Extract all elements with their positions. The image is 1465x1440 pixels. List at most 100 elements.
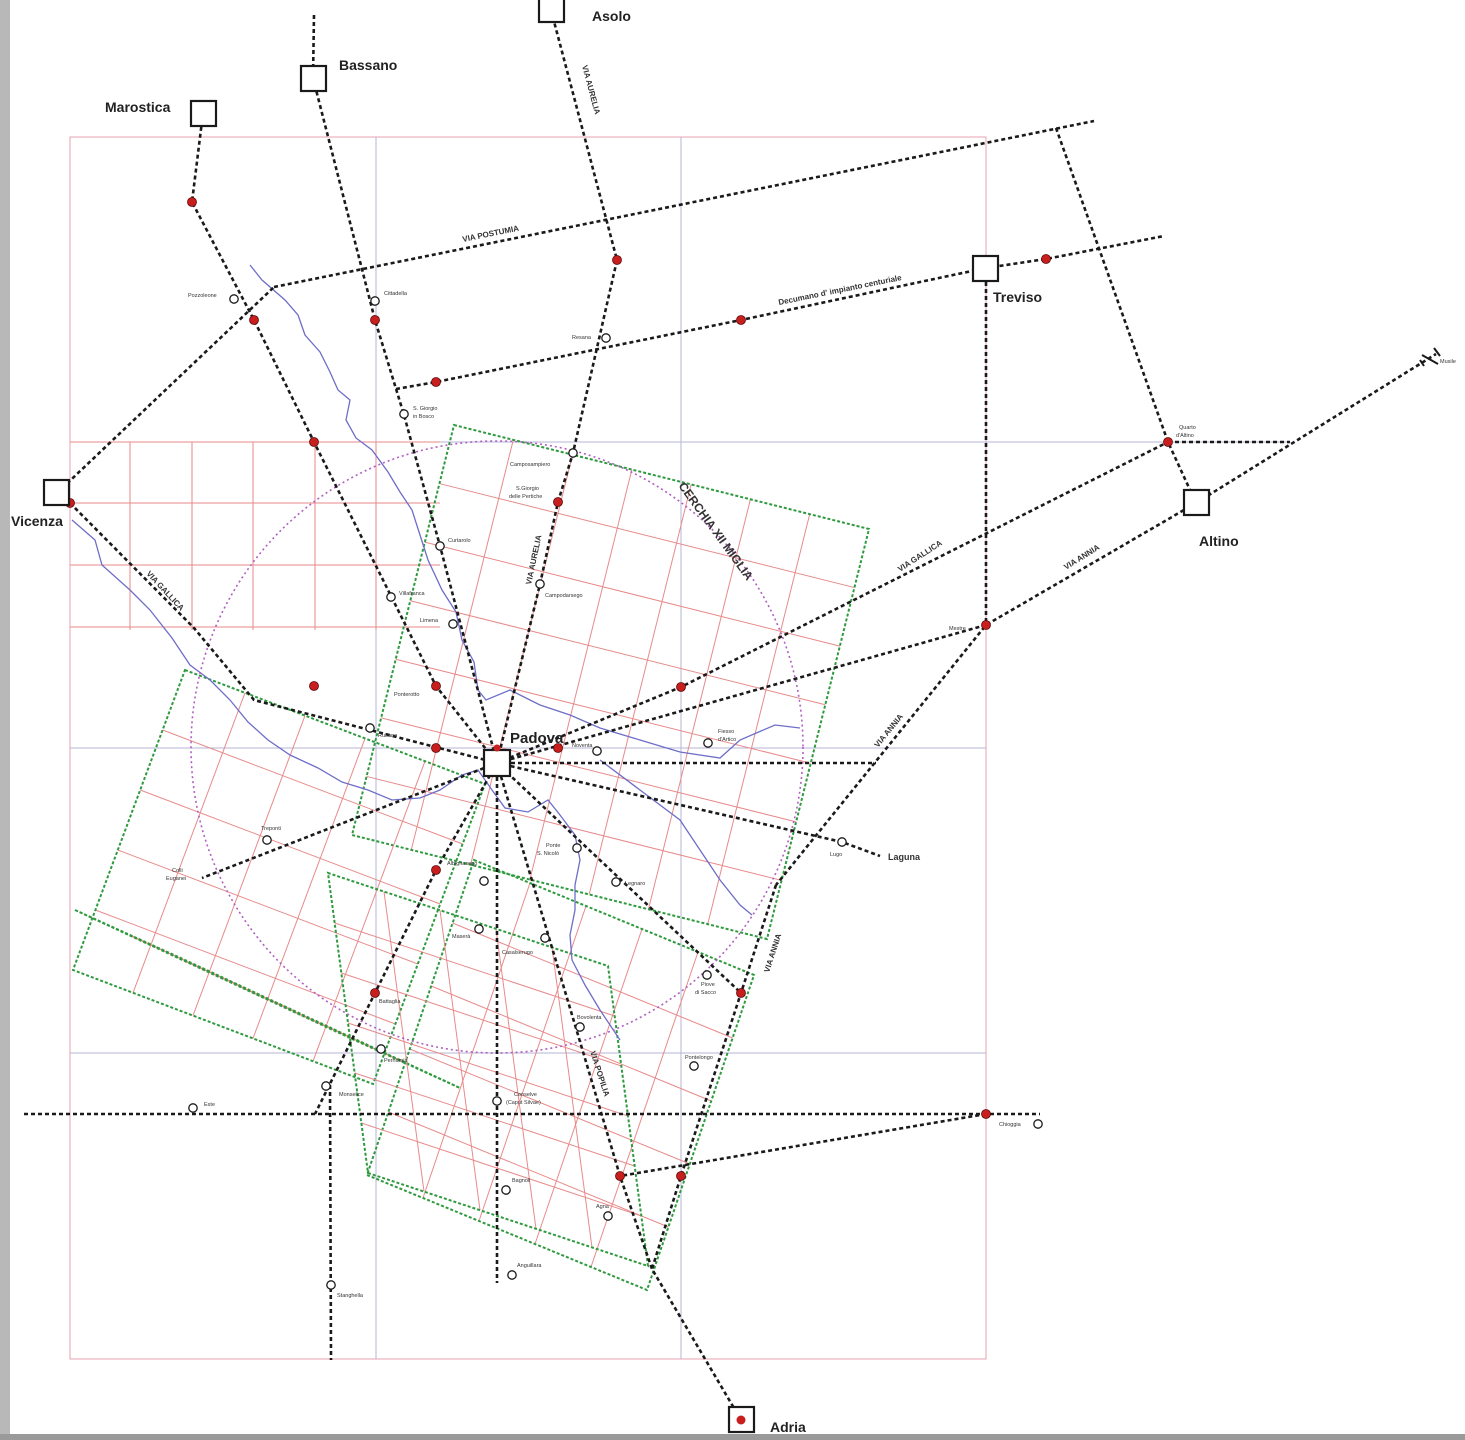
place-open-marker [535, 579, 545, 589]
city-box-altino [1182, 488, 1211, 517]
south-grid-line [422, 882, 531, 1199]
map-panel [10, 0, 1465, 1434]
place-open-marker [386, 592, 396, 602]
south-grid-lower [326, 871, 650, 1268]
road-via-gallica-west [69, 502, 498, 765]
city-box-treviso [971, 254, 1000, 283]
place-label-monselice: Monselice [339, 1092, 364, 1098]
place-labels: Pozzoleone Cittadella Resana S. Giorgio … [166, 291, 1456, 1299]
place-red-marker [370, 315, 380, 325]
road-asolo [495, 9, 619, 764]
rivers [71, 264, 801, 1041]
city-box-vicenza [42, 478, 71, 507]
place-open-marker [262, 835, 272, 845]
place-label-lugo: Lugo [830, 852, 842, 858]
place-red-marker [553, 497, 563, 507]
road-musile [1195, 352, 1437, 505]
place-label-campodarsego: Campodarsego [545, 593, 583, 599]
place-label-bovolenta: Bovolenta [577, 1015, 602, 1021]
place-open-marker [474, 924, 484, 934]
place-label-pontelongo: Pontelongo [685, 1055, 713, 1061]
southwest-grid-line [95, 909, 396, 1025]
place-red-marker [1163, 437, 1173, 447]
bottom-strip [0, 1434, 1465, 1440]
place-label-ponterotto: Ponterotto [394, 692, 419, 698]
place-open-marker [703, 738, 713, 748]
place-open-marker [611, 877, 621, 887]
place-label-noventa: Noventa [572, 743, 593, 749]
place-label-piove-1: Piove [701, 982, 715, 988]
north-grid-line [424, 541, 840, 647]
southwest-grid-line [117, 849, 418, 965]
road-altino-north [1054, 127, 1198, 504]
place-open-marker [601, 333, 611, 343]
road-marostica [190, 112, 499, 764]
place-open-marker [507, 1270, 517, 1280]
place-red-marker [736, 315, 746, 325]
north-grid-line [588, 484, 692, 895]
place-label-conselve-2: (Caput Silvae) [506, 1100, 541, 1106]
place-red-marker [187, 197, 197, 207]
city-label-treviso: Treviso [993, 289, 1042, 305]
place-label-cittadella: Cittadella [384, 291, 408, 297]
road-label-via-aurelia-south: VIA AURELIA [524, 534, 543, 586]
road-chioggia-agna [619, 1112, 987, 1178]
centuriation-grids [70, 423, 871, 1292]
place-open-marker [188, 1103, 198, 1113]
north-grid-line [707, 514, 811, 925]
place-label-musile: Musile [1440, 359, 1456, 365]
place-open-marker [540, 933, 550, 943]
southwest-grid-line [132, 692, 246, 993]
place-label-mestre: Mestre [949, 626, 966, 632]
place-open-marker [399, 409, 409, 419]
south-grid-lower-line [347, 1022, 629, 1117]
musile-bridge-icon [1419, 347, 1441, 367]
city-label-asolo: Asolo [592, 8, 631, 24]
place-open-marker [376, 1044, 386, 1054]
place-label-legnaro: Legnaro [625, 881, 645, 887]
place-label-sgiorgio-pertiche-2: delle Pertiche [509, 494, 542, 500]
place-label-bagnoli: Bagnoli [512, 1178, 530, 1184]
place-red-marker [1041, 254, 1051, 264]
road-label-via-aurelia-north: VIA AURELIA [580, 64, 602, 115]
place-open-marker [1033, 1119, 1043, 1129]
south-grid-lower-line [334, 922, 615, 1017]
place-label-rubano: Rubano [378, 733, 397, 739]
place-red-marker [370, 988, 380, 998]
southwest-grid-line [192, 715, 306, 1016]
southwest-grid-line [312, 761, 426, 1062]
place-label-limena: Limena [420, 618, 439, 624]
vicenza-grid [70, 441, 440, 630]
place-label-colli-1: Colli [172, 868, 183, 874]
place-label-stanghella: Stanghella [337, 1293, 364, 1299]
south-grid [365, 858, 756, 1292]
city-box-asolo [537, 0, 566, 24]
roads [24, 9, 1437, 1421]
south-grid-lower-line [341, 972, 622, 1067]
river-bacchiglione [71, 519, 621, 1041]
place-red-marker [615, 1171, 625, 1181]
place-label-fiesso-2: d'Artico [718, 737, 736, 743]
road-vicenza-north [56, 286, 275, 494]
outer-reference-grid [69, 136, 1290, 1360]
road-label-via-gallica-east: VIA GALLICA [896, 538, 944, 573]
road-labels: VIA POSTUMIA VIA AURELIA Decumano d' imp… [145, 64, 1102, 1098]
road-label-cerchia: CERCHIA XII MIGLIA [676, 480, 757, 584]
place-label-resana: Resana [572, 335, 592, 341]
place-open-marker [568, 448, 578, 458]
west-band-grid-border [74, 909, 461, 1089]
north-grid [350, 423, 871, 941]
place-label-chioggia: Chioggia [999, 1122, 1022, 1128]
place-red-marker [431, 743, 441, 753]
place-open-marker [603, 1211, 613, 1221]
road-popilia [495, 762, 654, 1270]
north-grid-line [529, 469, 633, 880]
place-label-ponte-snicolo-2: S. Nicolò [537, 851, 559, 857]
place-open-marker [592, 746, 602, 756]
road-mestre-padova [496, 623, 987, 765]
road-label-via-annia-ne: VIA ANNIA [1062, 543, 1101, 572]
south-grid-line [452, 922, 733, 1039]
city-label-bassano: Bassano [339, 57, 397, 73]
place-open-marker [575, 1022, 585, 1032]
